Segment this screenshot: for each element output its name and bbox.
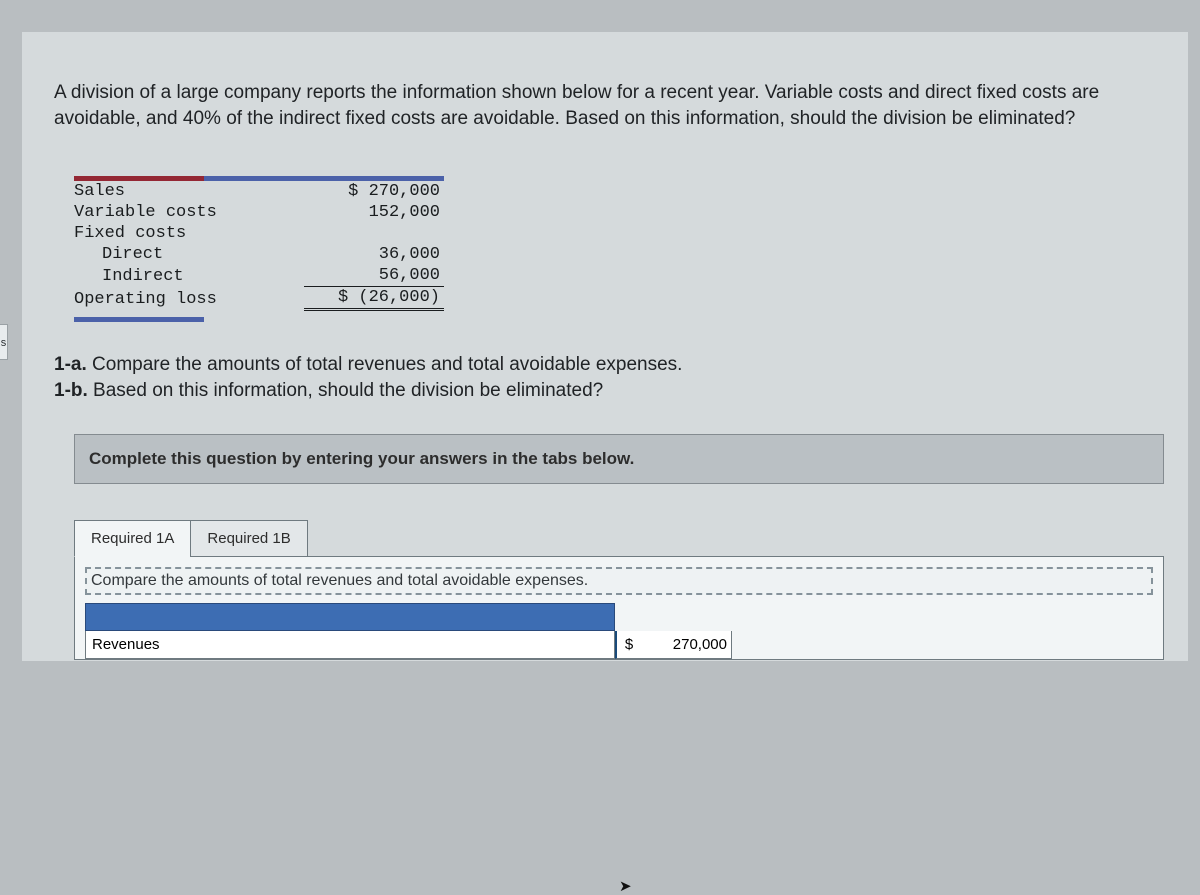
row-label: Fixed costs — [74, 223, 304, 244]
answer-row-label: Revenues — [85, 631, 615, 659]
currency-symbol: $ — [617, 636, 641, 653]
table-row: Indirect 56,000 — [74, 265, 444, 287]
row-value: $ 270,000 — [304, 181, 444, 202]
table-row: Variable costs 152,000 — [74, 202, 444, 223]
tab-instruction: Compare the amounts of total revenues an… — [85, 567, 1153, 595]
question-text: A division of a large company reports th… — [54, 80, 1168, 131]
row-value: 36,000 — [304, 244, 444, 265]
answer-area: Complete this question by entering your … — [74, 434, 1164, 660]
row-label: Direct — [74, 244, 304, 265]
table-row: Direct 36,000 — [74, 244, 444, 265]
tab-required-1b[interactable]: Required 1B — [190, 520, 307, 557]
answer-row: Revenues $ 270,000 — [85, 631, 1153, 659]
sub-questions: 1-a. Compare the amounts of total revenu… — [54, 352, 682, 403]
answer-table-header — [85, 603, 1153, 631]
side-handle[interactable]: s — [0, 324, 8, 360]
subq-tag: 1-a. — [54, 354, 87, 375]
cursor-icon: ➤ — [619, 877, 632, 895]
table-row: Operating loss $ (26,000) — [74, 287, 444, 310]
subq-text: Compare the amounts of total revenues an… — [87, 354, 683, 375]
tabs-row: Required 1A Required 1B — [74, 520, 1164, 557]
row-label: Operating loss — [74, 287, 304, 310]
subq-text: Based on this information, should the di… — [88, 380, 603, 401]
answer-header-cell — [85, 603, 615, 631]
row-value: $ (26,000) — [304, 287, 444, 310]
table-row: Fixed costs — [74, 223, 444, 244]
row-value — [304, 223, 444, 244]
answer-value-input[interactable]: 270,000 — [641, 636, 731, 653]
answer-input-wrap[interactable]: $ 270,000 — [615, 631, 732, 659]
instruction-bar: Complete this question by entering your … — [74, 434, 1164, 484]
accent-bar — [74, 176, 204, 181]
row-label: Variable costs — [74, 202, 304, 223]
tab-required-1a[interactable]: Required 1A — [74, 520, 191, 557]
row-label: Indirect — [74, 265, 304, 287]
bottom-accent-bar — [74, 317, 204, 322]
row-label: Sales — [74, 181, 304, 202]
tab-body: Compare the amounts of total revenues an… — [74, 556, 1164, 660]
page: A division of a large company reports th… — [22, 32, 1188, 661]
subq-tag: 1-b. — [54, 380, 88, 401]
row-value: 56,000 — [304, 265, 444, 287]
financials-table: Sales $ 270,000 Variable costs 152,000 F… — [74, 176, 444, 322]
row-value: 152,000 — [304, 202, 444, 223]
table-row: Sales $ 270,000 — [74, 181, 444, 202]
